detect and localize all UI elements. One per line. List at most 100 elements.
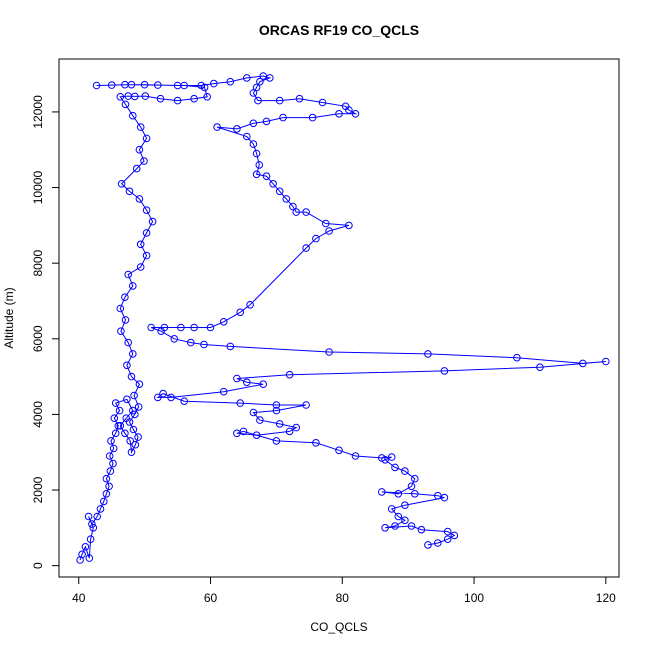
data-point: [100, 497, 108, 506]
data-point: [308, 113, 317, 122]
data-point: [275, 96, 284, 105]
data-point: [154, 393, 162, 402]
y-tick-label: 2000: [31, 476, 45, 503]
data-point: [513, 353, 521, 362]
data-point: [302, 401, 310, 409]
data-point: [127, 372, 136, 381]
y-tick-label: 0: [31, 562, 45, 569]
data-point: [282, 195, 291, 203]
series-line: [79, 75, 606, 561]
data-point: [148, 217, 157, 226]
y-tick-label: 4000: [31, 401, 45, 428]
data-point: [140, 80, 149, 89]
data-point: [302, 208, 310, 216]
data-point: [292, 208, 301, 216]
data-point: [450, 531, 459, 540]
y-tick-label: 6000: [31, 325, 45, 352]
data-point: [312, 439, 320, 447]
data-point: [117, 180, 126, 188]
data-point: [424, 350, 432, 358]
data-point: [134, 433, 142, 441]
data-point: [129, 425, 138, 434]
data-point: [440, 493, 449, 502]
y-tick-label: 8000: [31, 250, 45, 277]
data-point: [125, 187, 134, 196]
data-point: [78, 550, 86, 559]
data-point: [424, 541, 432, 549]
data-point: [407, 522, 416, 530]
data-point: [335, 110, 343, 118]
data-point: [136, 263, 145, 271]
data-point: [116, 304, 125, 313]
data-point: [127, 448, 136, 457]
data-point: [391, 522, 399, 530]
data-point: [134, 403, 143, 411]
data-point: [239, 427, 248, 436]
data-point: [243, 378, 251, 387]
data-point: [325, 227, 333, 235]
data-point: [411, 490, 419, 498]
data-point: [579, 359, 587, 368]
data-point: [180, 397, 188, 406]
data-point: [124, 270, 132, 279]
data-point: [249, 119, 258, 128]
data-point: [285, 370, 294, 379]
data-point: [255, 161, 264, 169]
data-point: [440, 367, 449, 375]
data-point: [190, 94, 198, 103]
data-point: [125, 418, 134, 426]
data-point: [142, 134, 151, 143]
data-point: [210, 79, 218, 88]
data-point: [401, 467, 409, 475]
data-point: [121, 429, 129, 438]
data-point: [140, 157, 148, 165]
data-point: [252, 149, 261, 158]
data-point: [381, 456, 389, 464]
data-point: [252, 83, 261, 92]
data-point: [107, 437, 115, 445]
data-point: [322, 219, 330, 228]
data-point: [381, 524, 389, 532]
data-point: [272, 406, 281, 415]
data-point: [394, 512, 403, 521]
data-point: [434, 539, 442, 547]
data-point: [351, 452, 360, 460]
data-point: [233, 125, 241, 133]
data-point: [387, 505, 396, 513]
data-point: [236, 308, 244, 317]
data-point: [417, 525, 426, 534]
data-point: [249, 140, 258, 148]
data-point: [115, 406, 124, 415]
data-point: [109, 444, 118, 453]
data-point: [142, 206, 151, 214]
data-point: [107, 81, 116, 89]
data-point: [256, 77, 264, 86]
data-point: [142, 229, 151, 237]
data-point: [246, 301, 254, 309]
data-point: [351, 110, 360, 118]
data-point: [275, 187, 284, 196]
data-point: [135, 145, 144, 154]
data-point: [129, 282, 137, 290]
x-axis: 40 60 80 100 120: [72, 576, 616, 605]
data-point: [252, 431, 261, 440]
data-point: [602, 357, 610, 366]
data-point: [121, 100, 130, 109]
data-point: [116, 93, 125, 101]
data-point: [443, 527, 452, 536]
data-point: [252, 170, 261, 179]
plot-area: [76, 72, 610, 564]
data-point: [254, 96, 262, 105]
plot-frame: [58, 58, 620, 578]
data-point: [135, 195, 144, 203]
data-point: [443, 535, 452, 544]
data-point: [117, 327, 125, 336]
data-point: [93, 512, 101, 521]
data-point: [105, 452, 114, 460]
data-point: [131, 92, 139, 101]
data-point: [206, 323, 215, 332]
x-tick-label: 120: [596, 591, 616, 605]
data-point: [197, 81, 206, 90]
